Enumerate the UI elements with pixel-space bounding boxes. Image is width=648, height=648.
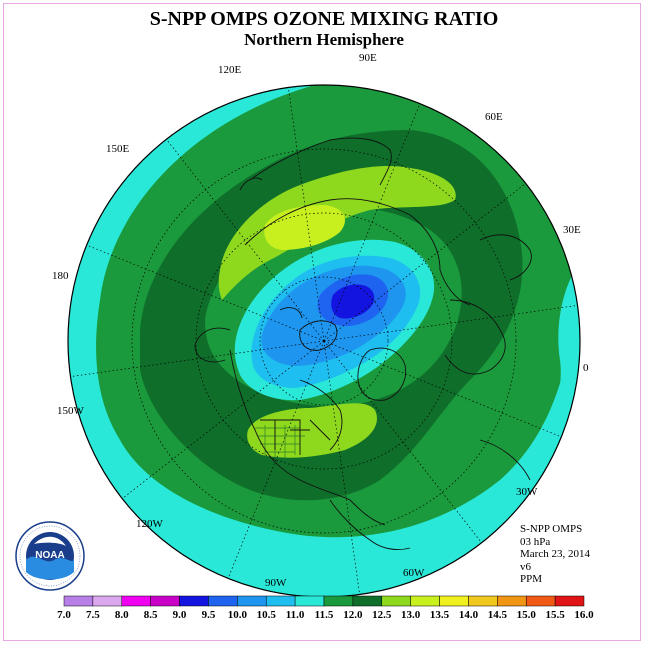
info-date: March 23, 2014 [520, 548, 590, 560]
meridian-line [122, 340, 325, 499]
colorbar-tick-label: 13.5 [430, 609, 450, 621]
meridian-line [288, 87, 325, 342]
colorbar-tick-label: 8.5 [144, 609, 158, 621]
contour-cyan-right [520, 250, 580, 470]
lon-label-120e: 120E [218, 64, 242, 76]
colorbar-swatch [294, 595, 325, 607]
colorbar-swatch [92, 595, 123, 607]
frame-border [3, 3, 641, 641]
map-subtitle: Northern Hemisphere [244, 30, 404, 49]
meridian-line [323, 340, 482, 543]
colorbar-tick-label: 10.0 [228, 609, 248, 621]
colorbar-swatch [63, 595, 94, 607]
map-title: S-NPP OMPS OZONE MIXING RATIO [149, 8, 499, 30]
ozone-field [68, 85, 580, 597]
colorbar-tick-label: 7.5 [86, 609, 100, 621]
meridian-line [323, 103, 421, 342]
info-block: S-NPP OMPS 03 hPa March 23, 2014 v6 PPM [520, 523, 590, 586]
colorbar-tick-label: 9.5 [202, 609, 216, 621]
lon-label-60w: 60W [403, 567, 425, 579]
colorbar-swatch [265, 595, 296, 607]
lon-label-60e: 60E [485, 111, 503, 123]
colorbar-tick-label: 15.0 [517, 609, 537, 621]
colorbar-swatch [179, 595, 209, 607]
colorbar-swatch [497, 595, 527, 607]
colorbar-swatch [439, 595, 469, 607]
colorbar-tick-label: 14.0 [459, 609, 479, 621]
colorbar-tick-label: 7.0 [57, 609, 71, 621]
latitude-grid [131, 148, 517, 534]
colorbar-swatch [208, 595, 238, 607]
lon-label-180: 180 [52, 270, 69, 282]
colorbar-tick-label: 16.0 [574, 609, 594, 621]
colorbar-swatch [237, 595, 267, 607]
colorbar-swatch [323, 595, 354, 607]
longitude-grid [70, 87, 578, 595]
lon-label-30e: 30E [563, 224, 581, 236]
noaa-logo-text: NOAA [35, 550, 64, 561]
colorbar-tick-label: 14.5 [488, 609, 508, 621]
colorbar-tick-label: 9.0 [173, 609, 187, 621]
meridian-line [227, 340, 325, 579]
colorbar-swatches [63, 595, 585, 607]
contour-deep-blue [331, 284, 375, 319]
colorbar: 7.0 7.5 8.0 8.5 9.0 9.5 10.0 10.5 11.0 11.5 12.0 12… [57, 595, 594, 621]
colorbar-tick-label: 15.5 [545, 609, 565, 621]
colorbar-tick-label: 11.5 [315, 609, 334, 621]
lon-label-150e: 150E [106, 143, 130, 155]
colorbar-tick-label: 13.0 [401, 609, 421, 621]
info-version: v6 [520, 560, 531, 573]
colorbar-tick-label: 12.0 [343, 609, 363, 621]
info-instrument: S-NPP OMPS [520, 523, 583, 535]
meridian-line [323, 183, 526, 342]
lon-label-0: 0 [583, 362, 589, 374]
longitude-labels: 90E 120E 60E 150E 30E 180 0 150W 30W 120… [52, 52, 589, 589]
lon-label-90w: 90W [265, 577, 287, 589]
coastlines [194, 137, 532, 551]
meridian-line [70, 340, 325, 377]
colorbar-swatch [468, 595, 498, 607]
info-units: PPM [520, 573, 543, 585]
colorbar-swatch [381, 595, 411, 607]
colorbar-swatch [554, 595, 585, 607]
info-level: 03 hPa [520, 535, 551, 548]
lon-label-120w: 120W [136, 518, 164, 530]
colorbar-tick-label: 10.5 [257, 609, 277, 621]
lon-label-30w: 30W [516, 486, 538, 498]
colorbar-tick-label: 8.0 [115, 609, 129, 621]
meridian-line [323, 340, 562, 438]
lon-label-90e: 90E [359, 52, 377, 64]
colorbar-tick-label: 11.0 [286, 609, 305, 621]
colorbar-swatch [525, 595, 556, 607]
colorbar-labels: 7.0 7.5 8.0 8.5 9.0 9.5 10.0 10.5 11.0 11.5 12.0 12… [57, 609, 594, 621]
colorbar-swatch [121, 595, 151, 607]
meridian-line [166, 139, 325, 342]
colorbar-swatch [352, 595, 383, 607]
meridian-line [323, 340, 360, 595]
colorbar-tick-label: 12.5 [372, 609, 392, 621]
contour-yellow-green-top [218, 165, 456, 300]
contour-yellow-top [264, 205, 345, 250]
meridian-line [323, 305, 578, 342]
meridian-line [86, 244, 325, 342]
colorbar-swatch [410, 595, 440, 607]
colorbar-swatch [150, 595, 180, 607]
lon-label-150w: 150W [57, 405, 85, 417]
noaa-logo: NOAA [15, 521, 85, 591]
